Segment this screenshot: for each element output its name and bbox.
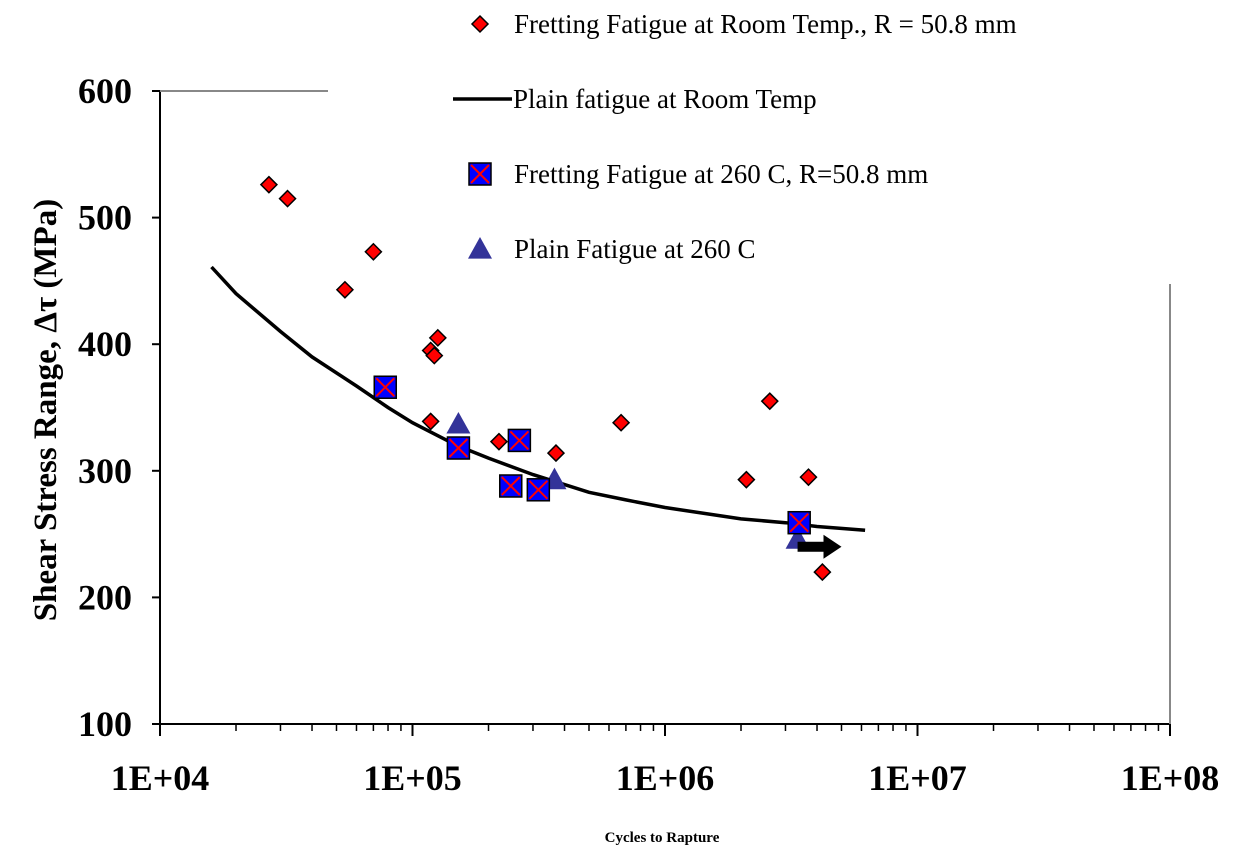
data-point-square-x [499,474,523,498]
x-tick-label: 1E+08 [1121,758,1220,798]
x-tick-label: 1E+05 [363,758,462,798]
data-point-square-x [507,428,532,453]
y-tick-label: 400 [78,324,132,364]
data-point-square-x [373,375,398,399]
data-point-diamond [546,444,566,463]
y-tick-label: 200 [78,577,132,617]
series-1 [210,265,866,533]
series-2 [373,375,811,535]
data-point-diamond [470,14,490,34]
series-0 [259,175,832,582]
data-point-diamond [489,432,509,451]
data-point-diamond [364,242,383,261]
data-point-triangle [446,411,471,434]
legend-item-0: Fretting Fatigue at Room Temp., R = 50.8… [470,9,1017,39]
data-point-square-x [526,478,551,502]
x-tick-label: 1E+07 [868,758,967,798]
data-point-diamond [335,280,354,299]
data-point-diamond [612,413,631,432]
legend-label: Fretting Fatigue at Room Temp., R = 50.8… [514,9,1017,39]
legend-label: Plain fatigue at Room Temp [513,84,817,114]
x-tick-label: 1E+04 [111,758,210,798]
series-layer [210,175,866,582]
series-line [210,265,866,533]
data-point-diamond [278,189,297,208]
x-axis-label: Cycles to Rapture [605,830,720,846]
data-point-square-x [468,162,492,186]
legend-item-1: Plain fatigue at Room Temp [453,84,817,114]
data-point-diamond [737,470,756,489]
x-tick-label: 1E+06 [616,758,715,798]
data-point-diamond [428,328,447,347]
data-point-diamond [813,563,832,582]
data-point-triangle [468,237,492,259]
data-point-diamond [799,468,818,487]
y-axis-label: Shear Stress Range, Δτ (MPa) [28,199,64,621]
legend-item-3: Plain Fatigue at 260 C [468,234,755,264]
legend-label: Fretting Fatigue at 260 C, R=50.8 mm [514,159,928,189]
y-tick-label: 100 [78,704,132,744]
data-point-diamond [259,175,278,194]
data-point-diamond [421,412,440,431]
legend-label: Plain Fatigue at 260 C [514,234,755,264]
legend: Fretting Fatigue at Room Temp., R = 50.8… [453,9,1017,264]
data-point-diamond [760,392,779,411]
y-tick-label: 300 [78,451,132,491]
data-point-square-x [787,510,811,535]
data-point-square-x [446,436,471,460]
data-point-diamond [425,346,444,365]
legend-item-2: Fretting Fatigue at 260 C, R=50.8 mm [468,159,928,189]
y-tick-label: 500 [78,198,132,238]
runout-arrow [797,534,842,559]
axes: 100 200 300 400 500 600 1E+04 1E+05 1E+06 1E+07 1E… [78,71,1219,798]
y-tick-label: 600 [78,71,132,111]
